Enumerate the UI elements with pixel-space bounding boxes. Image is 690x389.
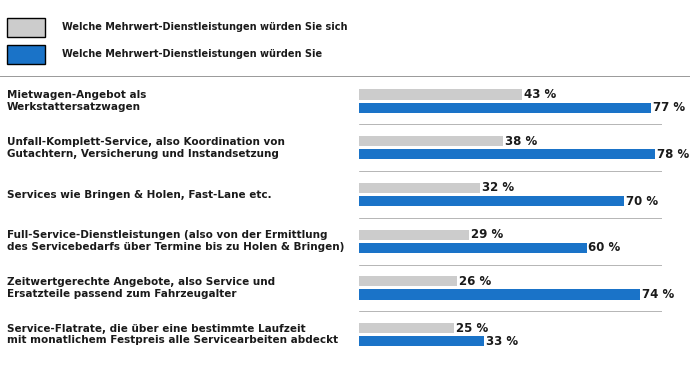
Bar <box>359 289 640 300</box>
Bar <box>359 103 651 113</box>
Text: mit monatlichem Festpreis alle Servicearbeiten abdeckt: mit monatlichem Festpreis alle Servicear… <box>7 335 338 345</box>
Text: Zeitwertgerechte Angebote, also Service und: Zeitwertgerechte Angebote, also Service … <box>7 277 275 287</box>
Bar <box>359 149 655 159</box>
Text: Full-Service-Dienstleistungen (also von der Ermittlung: Full-Service-Dienstleistungen (also von … <box>7 230 327 240</box>
Bar <box>359 136 503 146</box>
Bar <box>359 336 484 346</box>
Bar <box>359 196 624 206</box>
Text: 70 %: 70 % <box>627 194 658 208</box>
Text: Services wie Bringen & Holen, Fast-Lane etc.: Services wie Bringen & Holen, Fast-Lane … <box>7 189 272 200</box>
Text: Gutachtern, Versicherung und Instandsetzung: Gutachtern, Versicherung und Instandsetz… <box>7 149 279 159</box>
Bar <box>359 276 457 286</box>
Text: 26 %: 26 % <box>460 275 491 288</box>
Text: 78 %: 78 % <box>657 148 689 161</box>
Text: Service-Flatrate, die über eine bestimmte Laufzeit: Service-Flatrate, die über eine bestimmt… <box>7 324 306 334</box>
Bar <box>359 89 522 100</box>
Text: Werkstattersatzwagen: Werkstattersatzwagen <box>7 102 141 112</box>
Text: 33 %: 33 % <box>486 335 518 348</box>
Text: 43 %: 43 % <box>524 88 556 101</box>
Bar <box>359 323 454 333</box>
Text: 38 %: 38 % <box>505 135 537 148</box>
Text: Unfall-Komplett-Service, also Koordination von: Unfall-Komplett-Service, also Koordinati… <box>7 137 285 147</box>
Text: 32 %: 32 % <box>482 181 514 194</box>
Text: Mietwagen-Angebot als: Mietwagen-Angebot als <box>7 90 146 100</box>
Text: 25 %: 25 % <box>455 321 488 335</box>
Text: 60 %: 60 % <box>589 241 620 254</box>
Text: Welche Mehrwert-Dienstleistungen würden Sie: Welche Mehrwert-Dienstleistungen würden … <box>62 49 326 60</box>
Text: 77 %: 77 % <box>653 101 685 114</box>
Text: 74 %: 74 % <box>642 288 673 301</box>
Text: des Servicebedarfs über Termine bis zu Holen & Bringen): des Servicebedarfs über Termine bis zu H… <box>7 242 344 252</box>
Text: 29 %: 29 % <box>471 228 503 241</box>
Bar <box>359 183 480 193</box>
Bar <box>359 243 586 253</box>
Bar <box>359 230 469 240</box>
Text: Welche Mehrwert-Dienstleistungen würden Sie sich: Welche Mehrwert-Dienstleistungen würden … <box>62 22 351 32</box>
Text: Ersatzteile passend zum Fahrzeugalter: Ersatzteile passend zum Fahrzeugalter <box>7 289 237 299</box>
